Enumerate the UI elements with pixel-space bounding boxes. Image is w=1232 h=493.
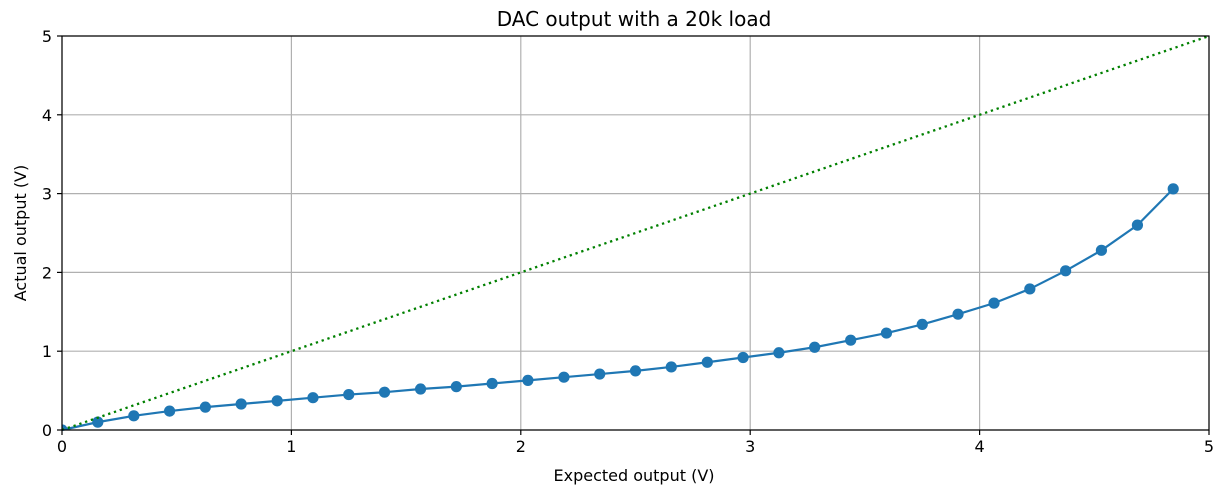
data-point <box>486 377 498 390</box>
data-point <box>737 351 749 364</box>
data-point <box>450 381 462 393</box>
plot-frame <box>61 35 1210 431</box>
y-tick-label: 1 <box>42 342 52 361</box>
series-layer <box>61 36 1209 432</box>
x-tick-label: 3 <box>745 437 755 456</box>
data-point <box>163 405 176 417</box>
data-point <box>414 383 427 395</box>
data-point <box>378 386 391 398</box>
x-axis-label: Expected output (V) <box>553 466 714 485</box>
x-tick-label: 4 <box>975 437 985 456</box>
y-tick-label: 5 <box>42 27 52 46</box>
data-point <box>1060 265 1072 277</box>
data-point <box>916 318 928 331</box>
y-tick-label: 4 <box>42 106 52 125</box>
data-point <box>271 395 283 407</box>
x-tick-label: 2 <box>516 437 526 456</box>
data-point <box>1167 183 1179 195</box>
data-point <box>594 368 606 380</box>
data-point <box>235 398 247 410</box>
data-point <box>199 401 211 413</box>
reference-line <box>62 36 1209 430</box>
data-point <box>701 356 713 368</box>
data-point <box>307 392 319 404</box>
data-point <box>809 341 821 353</box>
data-point <box>880 327 893 339</box>
y-tick-label: 2 <box>42 263 52 282</box>
y-axis-label: Actual output (V) <box>11 165 30 302</box>
data-point <box>845 334 857 346</box>
data-point <box>558 371 570 383</box>
data-point <box>773 347 785 359</box>
data-point <box>952 308 964 320</box>
x-tick-label: 5 <box>1204 437 1214 456</box>
data-point <box>988 297 1000 309</box>
data-point <box>522 374 534 386</box>
x-tick-label: 1 <box>286 437 296 456</box>
x-tick-label: 0 <box>57 437 67 456</box>
data-point <box>1024 283 1036 295</box>
data-point <box>128 410 140 422</box>
series-line <box>61 188 1174 432</box>
data-point <box>1131 219 1144 231</box>
ticks: 0 1 2 3 4 5 0 1 2 3 4 5 <box>42 27 1214 456</box>
data-point <box>343 388 355 401</box>
y-tick-label: 3 <box>42 185 52 204</box>
data-point <box>92 416 104 428</box>
chart-title: DAC output with a 20k load <box>497 7 772 31</box>
data-point <box>629 365 642 377</box>
data-point <box>1095 244 1108 256</box>
y-tick-label: 0 <box>42 421 52 440</box>
data-point <box>665 361 677 373</box>
